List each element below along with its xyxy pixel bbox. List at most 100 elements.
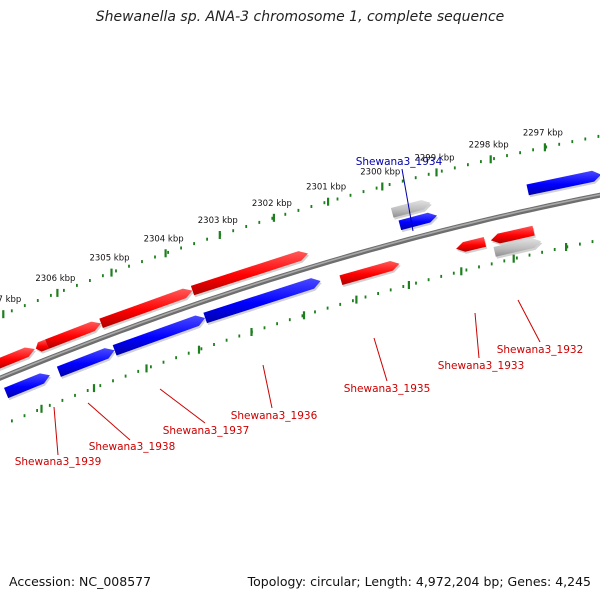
ruler-dot xyxy=(200,347,203,351)
ruler-major-tick xyxy=(110,268,113,277)
kbp-ruler-upper: 2307 kbp 2306 kbp 2305 kbp 2304 kbp 2303 kbp… xyxy=(0,128,600,319)
ruler-dot xyxy=(137,369,140,373)
gene-label-leader xyxy=(262,364,273,409)
ruler-dot xyxy=(545,145,548,149)
ruler-dot xyxy=(23,414,26,418)
ruler-dot xyxy=(99,384,102,388)
gene-label-text: Shewana3_1933 xyxy=(438,360,525,372)
ruler-dot xyxy=(452,271,455,275)
ruler-dot xyxy=(193,242,195,246)
ruler-dot xyxy=(591,240,594,244)
kbp-tick-label: 2300 kbp xyxy=(360,168,400,178)
ruler-major-tick xyxy=(512,254,515,263)
gene-label-shewana3-1935[interactable]: Shewana3_1935 xyxy=(344,337,431,395)
ruler-dot xyxy=(352,299,354,303)
ruler-dot xyxy=(271,216,274,220)
ruler-dot xyxy=(238,334,241,338)
gene-label-text: Shewana3_1935 xyxy=(344,383,431,395)
ruler-major-tick xyxy=(407,281,410,289)
ruler-dot xyxy=(440,169,443,173)
ruler-dot xyxy=(89,279,91,282)
gene-feature-rev-c-body xyxy=(112,315,206,356)
ruler-dot xyxy=(141,260,143,264)
gene-feature-1935-body xyxy=(339,261,400,286)
gene-feature-1939-fwd-body xyxy=(0,347,35,369)
ruler-dot xyxy=(336,197,339,201)
ruler-dot xyxy=(263,326,266,330)
ruler-dot xyxy=(375,186,378,190)
ruler-dot xyxy=(516,256,518,260)
ruler-dot xyxy=(584,137,587,141)
gene-label-text: Shewana3_1938 xyxy=(89,441,176,453)
gene-label-shewana3-1932[interactable]: Shewana3_1932 xyxy=(497,299,584,356)
gene-feature-1938-fwd xyxy=(45,321,103,351)
gene-label-shewana3-1936[interactable]: Shewana3_1936 xyxy=(231,364,318,422)
ruler-dot xyxy=(23,304,26,308)
gene-feature-1932-pseudo-body xyxy=(493,238,542,257)
gene-label-shewana3-1939[interactable]: Shewana3_1939 xyxy=(15,406,102,468)
ruler-dot xyxy=(541,250,543,254)
ruler-major-tick xyxy=(302,311,306,320)
ruler-dot xyxy=(297,208,300,212)
ruler-dot xyxy=(112,379,114,383)
gene-label-text: Shewana3_1939 xyxy=(15,456,102,468)
ruler-dot xyxy=(128,264,130,268)
gene-feature-rev-c xyxy=(112,315,207,358)
ruler-dot xyxy=(553,248,556,251)
ruler-dot xyxy=(76,283,78,287)
gene-feature-rev-a xyxy=(4,373,52,401)
gene-label-shewana3-1937[interactable]: Shewana3_1937 xyxy=(159,388,249,437)
ruler-dot xyxy=(323,201,326,205)
ruler-dot xyxy=(284,212,287,216)
gene-label-shewana3-1938[interactable]: Shewana3_1938 xyxy=(87,402,176,453)
ruler-dot xyxy=(115,269,117,273)
ruler-major-tick xyxy=(197,345,201,354)
ruler-dot xyxy=(528,253,531,257)
kbp-ruler: 2307 kbp 2306 kbp 2305 kbp 2304 kbp 2303 kbp… xyxy=(0,128,600,423)
map-title: Shewanella sp. ANA-3 chromosome 1, compl… xyxy=(95,9,505,25)
ruler-major-tick xyxy=(460,267,463,276)
ruler-dot xyxy=(402,285,405,288)
backbone-highlight-line xyxy=(0,193,600,379)
gene-feature-1935 xyxy=(339,261,401,288)
gene-label-leader xyxy=(401,168,414,232)
ruler-dot xyxy=(213,343,215,346)
gene-feature-1934 xyxy=(398,212,439,233)
ruler-dot xyxy=(175,356,177,360)
ruler-dot xyxy=(301,314,304,318)
ruler-major-tick xyxy=(56,288,59,297)
ruler-dot xyxy=(339,302,342,306)
ruler-dot xyxy=(465,268,468,272)
ruler-dot xyxy=(48,403,51,407)
gene-label-shewana3-1934[interactable]: Shewana3_1934 xyxy=(356,156,443,232)
ruler-major-tick xyxy=(2,310,5,319)
gene-label-text: Shewana3_1932 xyxy=(497,344,584,356)
ruler-dot xyxy=(314,310,316,314)
ruler-dot xyxy=(74,393,76,397)
gene-feature-1939b-fwd xyxy=(35,339,50,354)
kbp-tick-label: 2297 kbp xyxy=(523,128,563,138)
ruler-dot xyxy=(276,322,278,326)
ruler-dot xyxy=(388,183,391,186)
ruler-dot xyxy=(453,166,456,170)
gene-features xyxy=(0,170,600,401)
ruler-dot xyxy=(86,389,89,392)
ruler-major-tick xyxy=(543,143,546,152)
kbp-tick-label: 2307 kbp xyxy=(0,295,21,305)
gene-label-shewana3-1933[interactable]: Shewana3_1933 xyxy=(438,312,525,372)
ruler-dot xyxy=(36,409,38,412)
ruler-dot xyxy=(414,176,417,180)
ruler-major-tick xyxy=(489,155,492,164)
ruler-dot xyxy=(519,151,521,155)
ruler-dot xyxy=(36,299,39,302)
ruler-major-tick xyxy=(565,243,568,251)
ruler-major-tick xyxy=(435,168,438,177)
ruler-dot xyxy=(506,154,508,158)
ruler-dot xyxy=(467,163,469,167)
ruler-dot xyxy=(427,278,430,282)
gene-feature-rev-d xyxy=(203,278,322,326)
ruler-dot xyxy=(377,292,379,295)
gene-feature-rev-d-body xyxy=(203,278,321,324)
